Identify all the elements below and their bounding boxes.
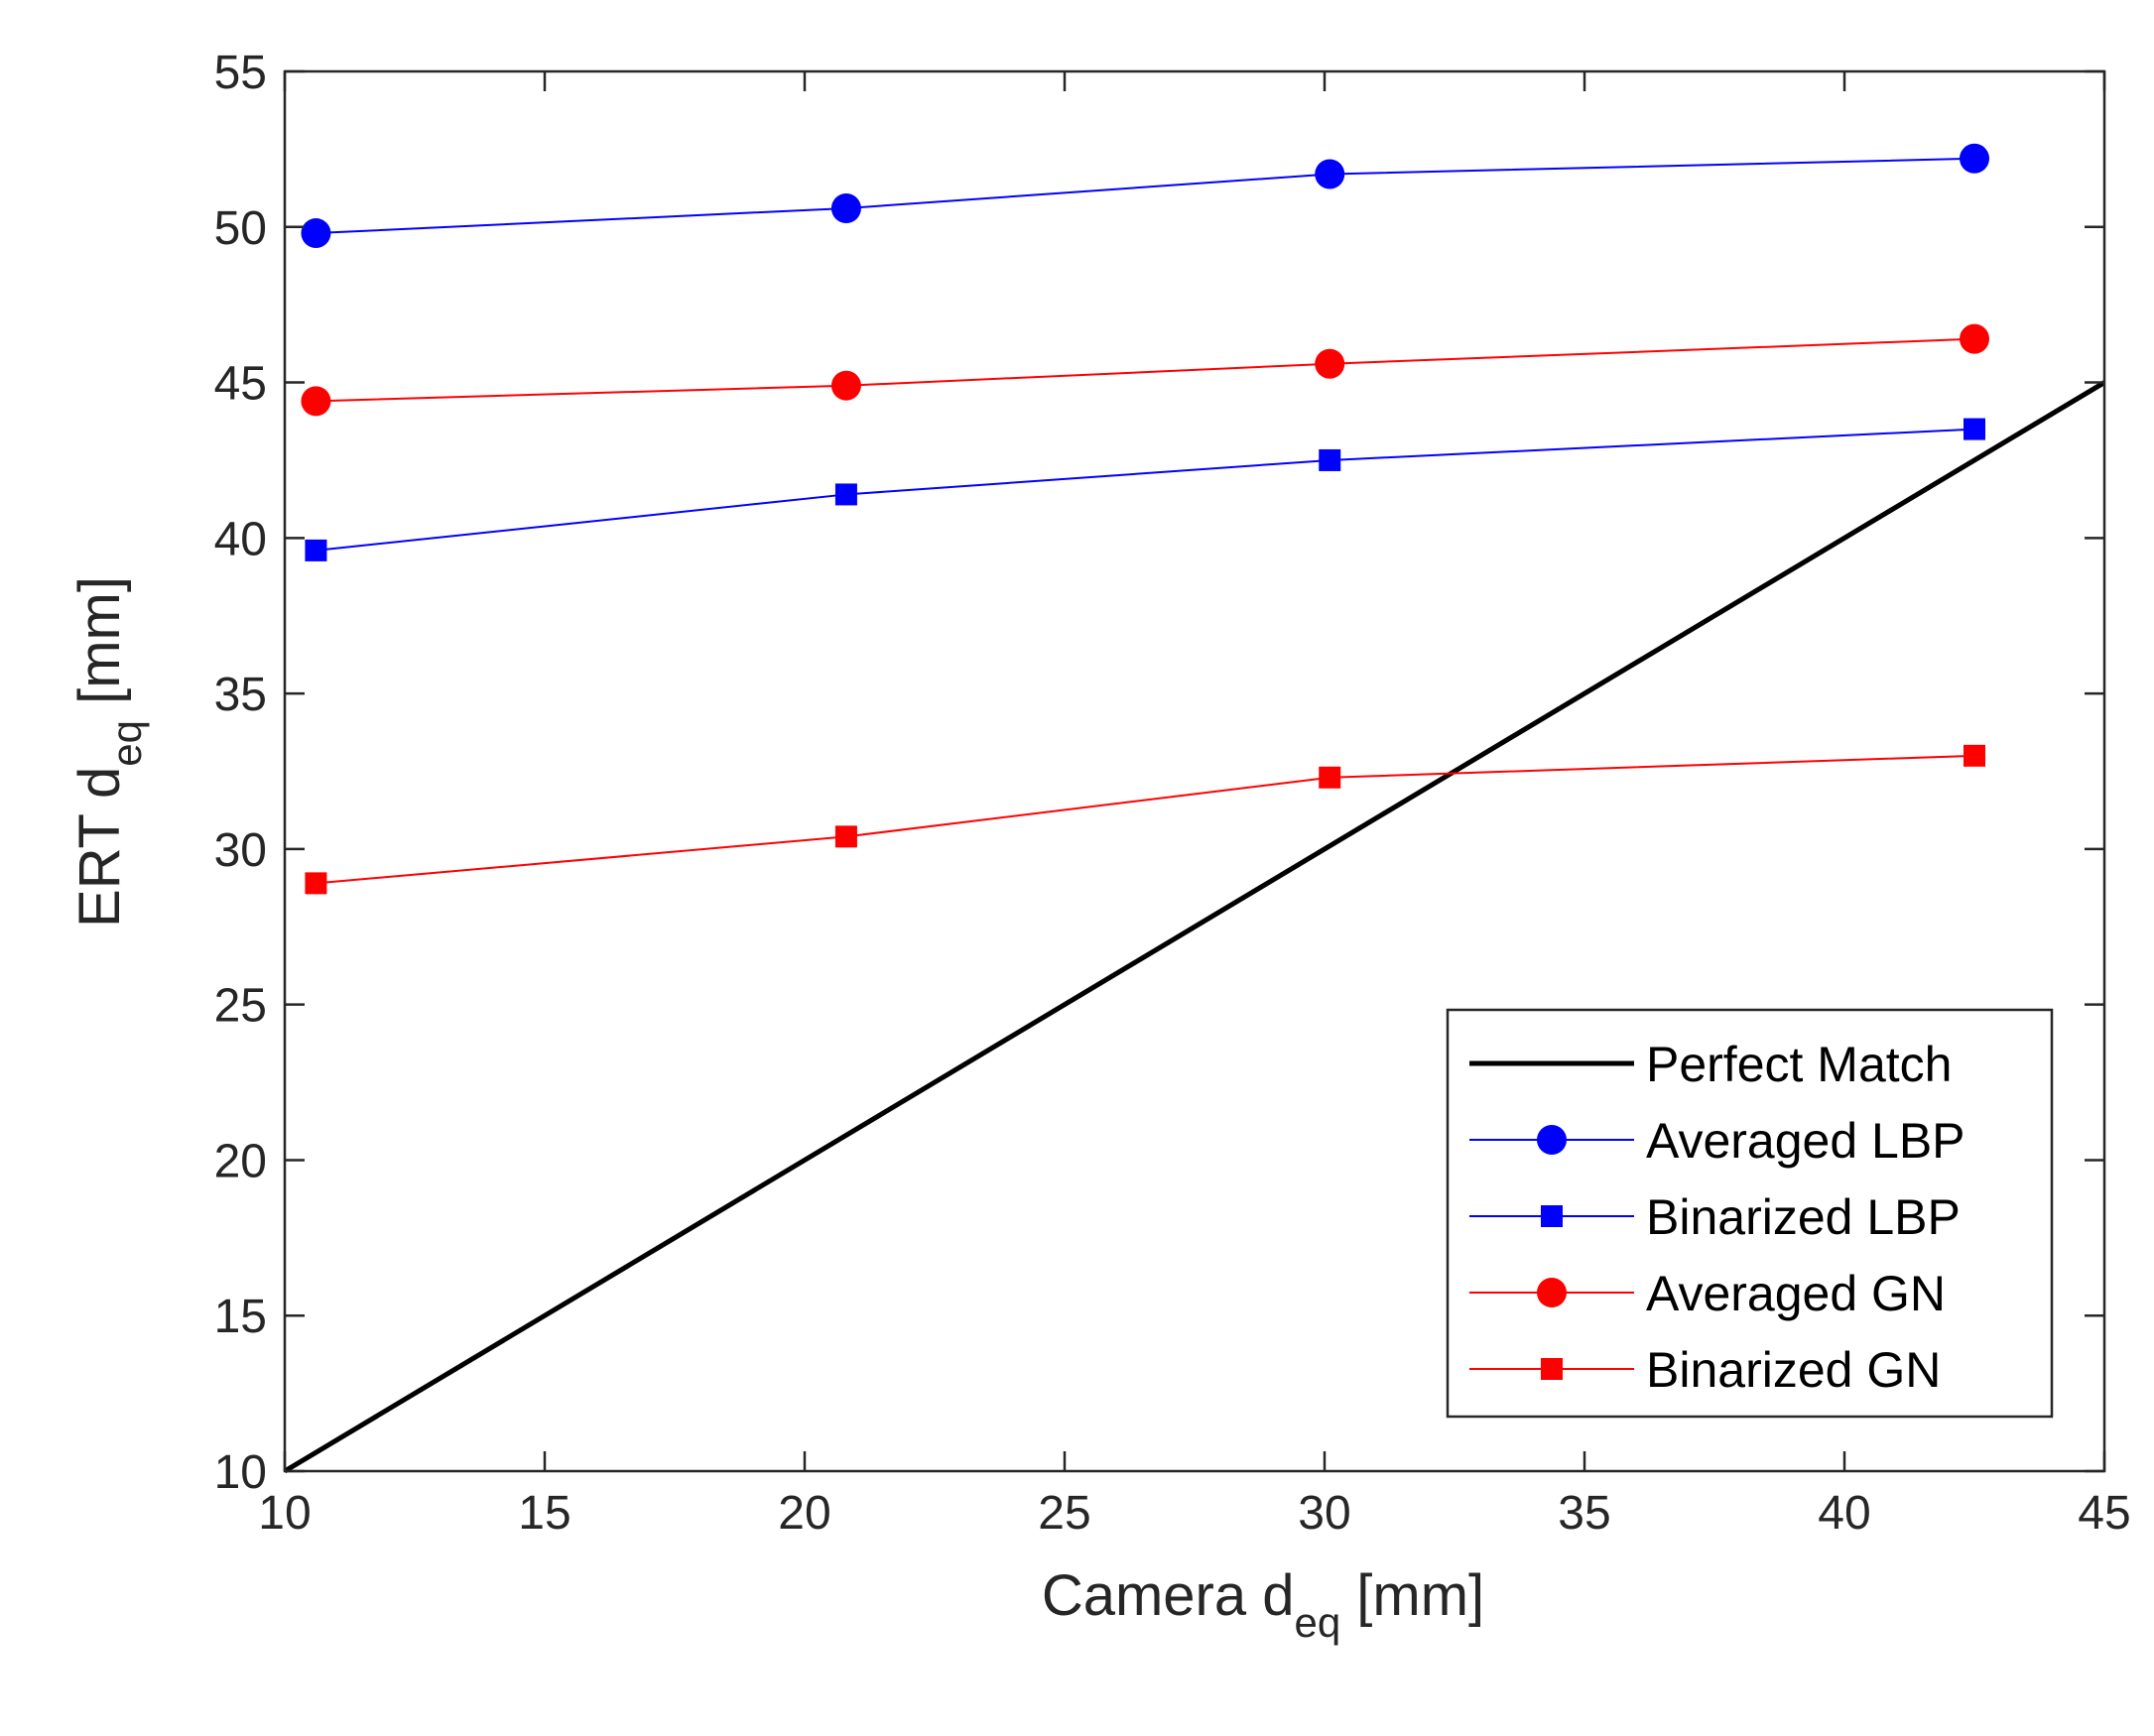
legend-marker — [1541, 1205, 1563, 1227]
y-tick-label: 45 — [214, 358, 267, 411]
x-tick-label: 15 — [518, 1487, 570, 1540]
y-axis-label: ERT deq [mm] — [67, 576, 150, 928]
y-tick-label: 20 — [214, 1135, 267, 1187]
y-tick-label: 50 — [214, 202, 267, 255]
y-tick-label: 35 — [214, 669, 267, 721]
legend-label: Averaged GN — [1646, 1266, 1946, 1321]
legend-label: Averaged LBP — [1646, 1113, 1965, 1169]
series-line — [283, 380, 2106, 1474]
y-tick-label: 55 — [214, 47, 267, 99]
data-point — [834, 825, 857, 848]
x-tick-label: 30 — [1298, 1487, 1350, 1540]
series-line — [316, 157, 1975, 235]
data-point — [1960, 323, 1989, 354]
x-tick-label: 25 — [1038, 1487, 1090, 1540]
y-tick-label: 10 — [214, 1446, 267, 1499]
y-tick-label: 25 — [214, 980, 267, 1033]
legend-marker — [1541, 1358, 1563, 1380]
data-point — [830, 370, 861, 401]
series-binarized-gn — [305, 744, 1985, 895]
data-point — [834, 483, 857, 506]
data-point — [1315, 159, 1345, 189]
axes-box — [283, 69, 2106, 1473]
series-layer — [283, 143, 2106, 1474]
x-tick-label: 20 — [778, 1487, 830, 1540]
data-point — [1319, 448, 1341, 471]
legend-marker — [1537, 1278, 1567, 1307]
series-averaged-lbp — [301, 143, 1989, 249]
data-point — [1960, 143, 1989, 174]
series-line — [316, 337, 1975, 403]
axes — [283, 69, 2106, 1473]
x-axis-label: Camera deq [mm] — [1042, 1563, 1484, 1646]
data-point — [301, 386, 331, 417]
legend-marker — [1537, 1125, 1567, 1155]
x-tick-label: 35 — [1558, 1487, 1610, 1540]
y-tick-label: 15 — [214, 1291, 267, 1343]
series-averaged-gn — [301, 323, 1989, 417]
data-point — [301, 218, 331, 249]
data-point — [1315, 348, 1345, 379]
series-line — [316, 428, 1975, 552]
legend-item: Binarized LBP — [1469, 1189, 1961, 1245]
data-point — [305, 539, 327, 561]
data-point — [1964, 744, 1985, 767]
legend: Perfect Match Averaged LBP Binarized LBP Av… — [1446, 1008, 2054, 1419]
data-point — [1964, 418, 1985, 440]
legend-item: Averaged GN — [1469, 1266, 1946, 1321]
legend-label: Perfect Match — [1646, 1037, 1952, 1092]
x-tick-label: 40 — [1818, 1487, 1870, 1540]
data-point — [1319, 766, 1341, 789]
legend-label: Binarized GN — [1646, 1342, 1941, 1398]
series-perfect-match — [283, 380, 2106, 1474]
series-binarized-lbp — [305, 418, 1985, 561]
x-tick-label: 45 — [2078, 1487, 2130, 1540]
y-tick-label: 40 — [214, 513, 267, 565]
legend-item: Binarized GN — [1469, 1342, 1941, 1398]
data-point — [305, 872, 327, 895]
y-tick-label: 30 — [214, 824, 267, 877]
series-line — [316, 754, 1975, 885]
data-point — [830, 192, 861, 223]
x-tick-label: 10 — [258, 1487, 311, 1540]
legend-item: Averaged LBP — [1469, 1113, 1965, 1169]
legend-item: Perfect Match — [1469, 1037, 1952, 1092]
legend-label: Binarized LBP — [1646, 1189, 1961, 1245]
ticks: 10 15 20 25 30 35 40 45 10 15 20 25 30 35 40 45 50 55 — [214, 47, 2131, 1540]
